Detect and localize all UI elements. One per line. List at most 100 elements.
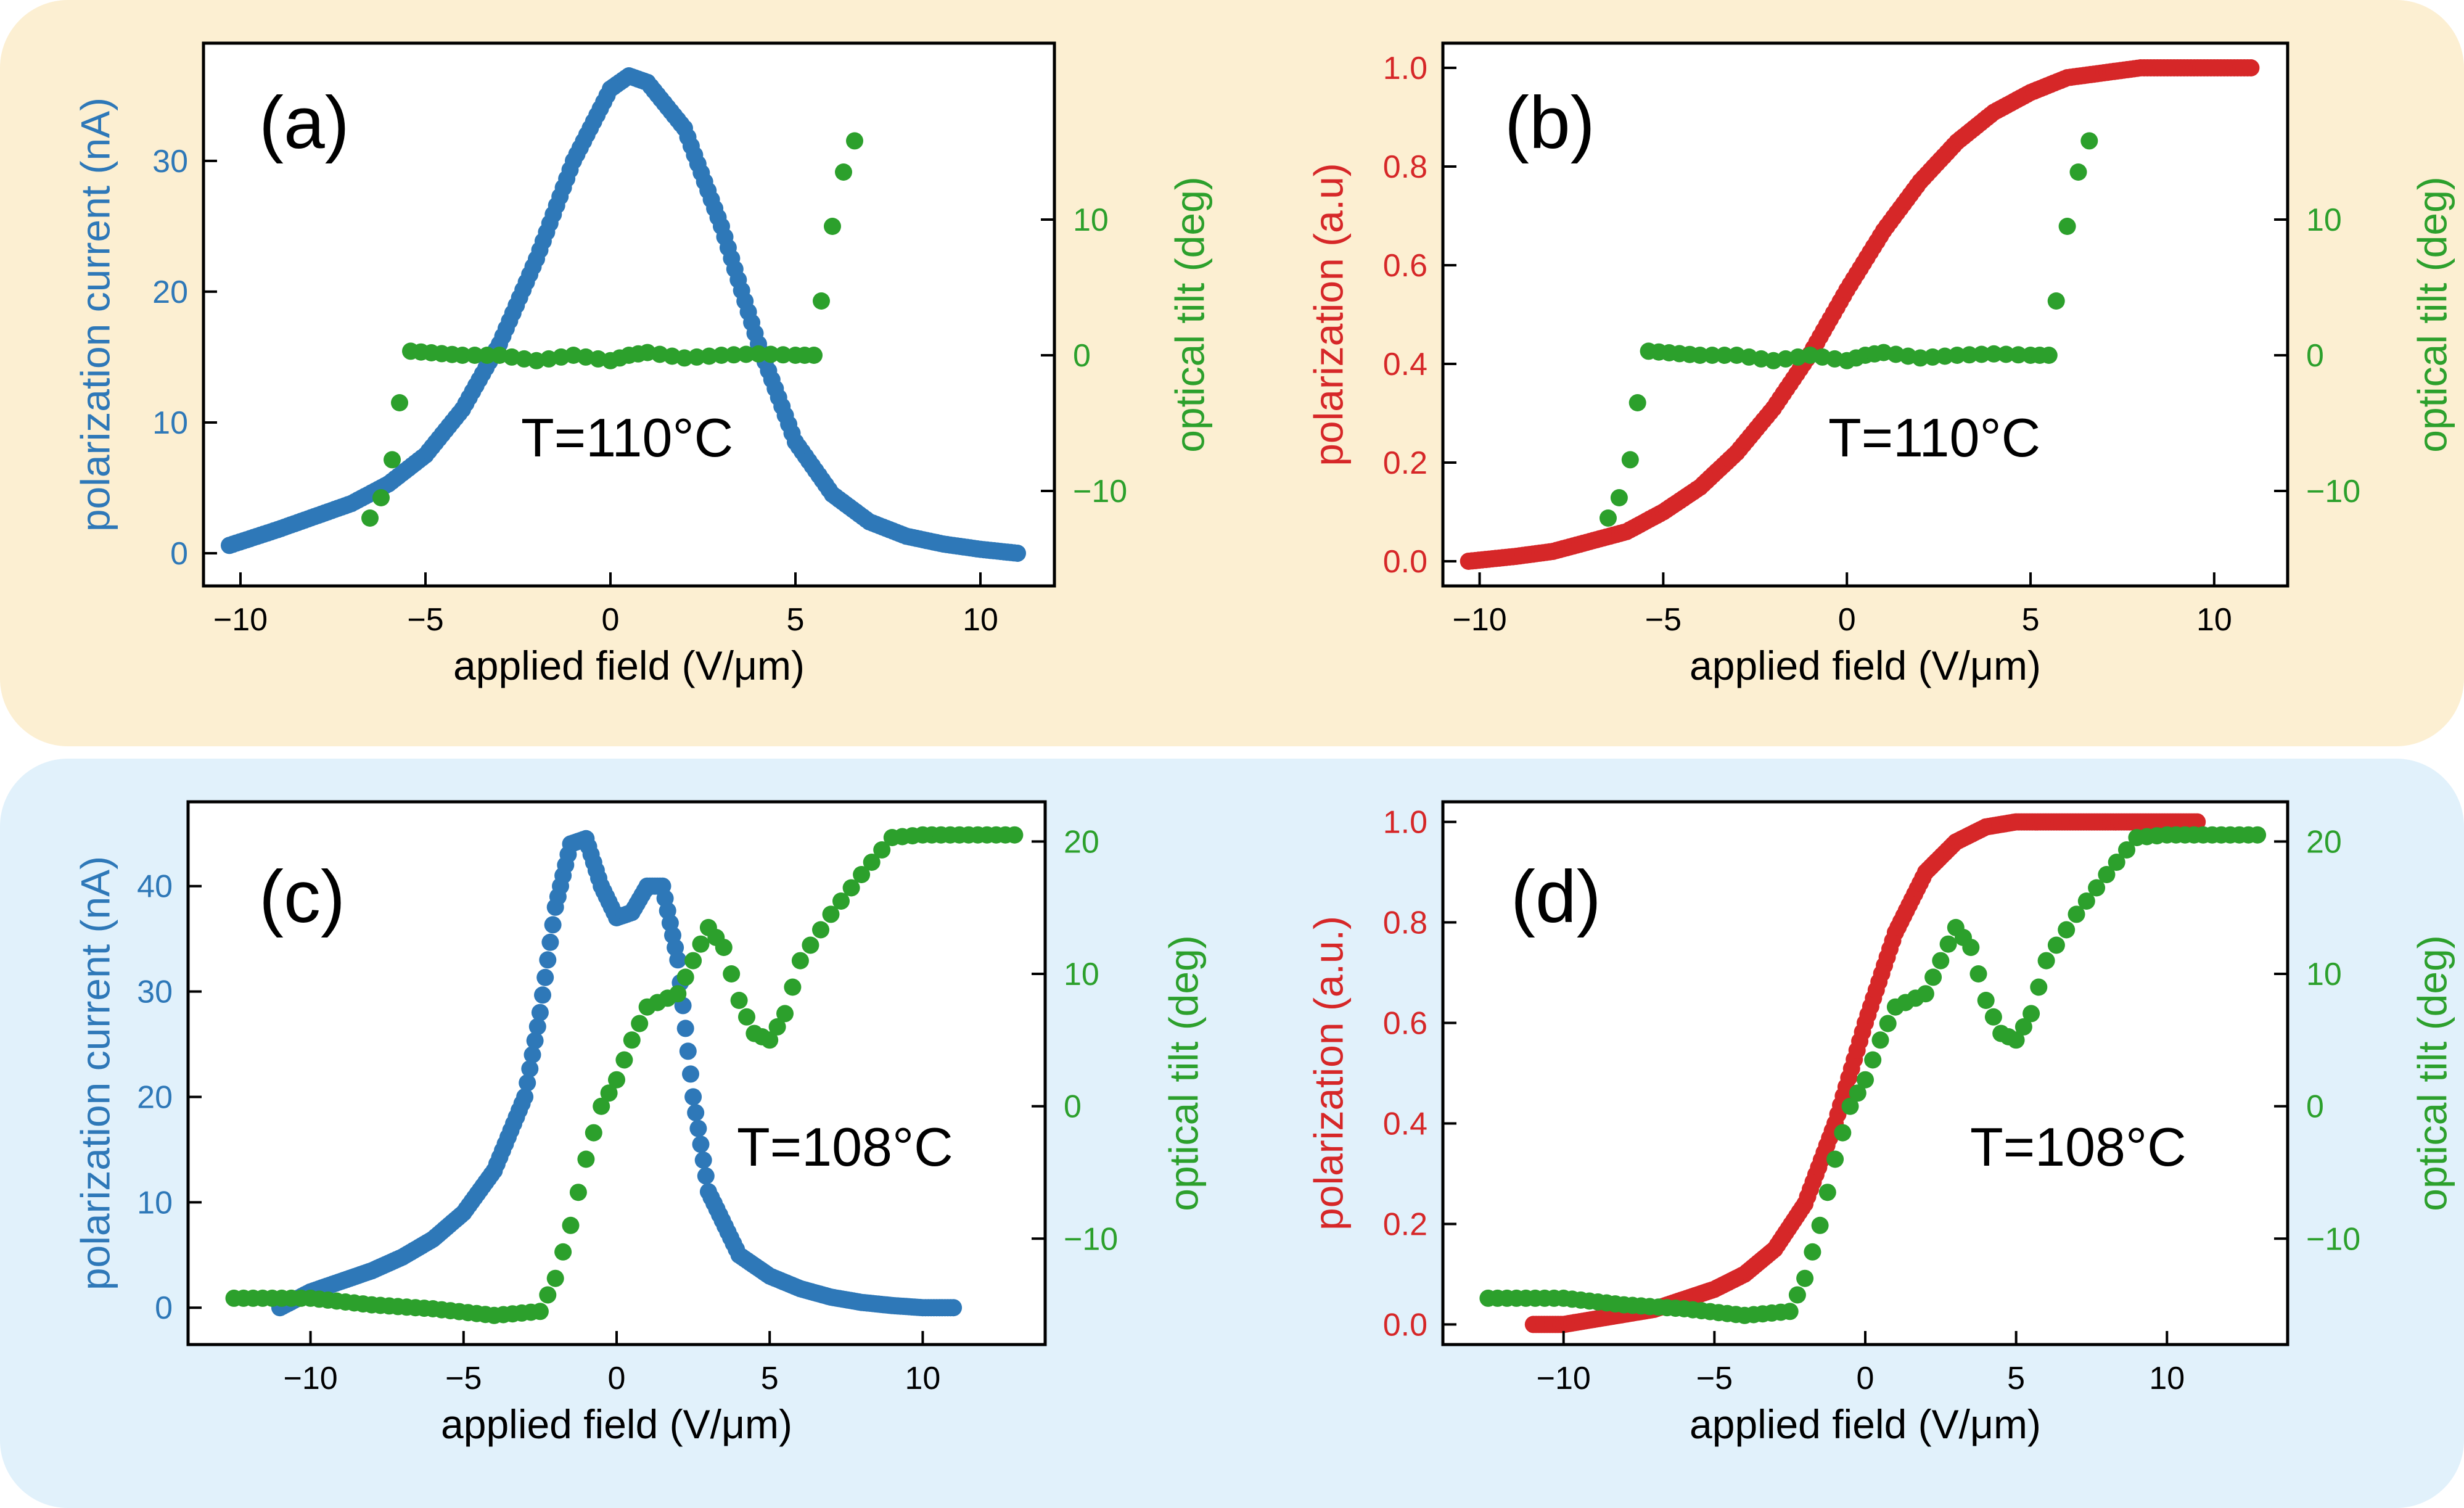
x-tick-label: −10	[283, 1361, 337, 1396]
data-point	[842, 879, 860, 897]
data-point	[1691, 347, 1709, 364]
data-point	[1006, 826, 1024, 844]
x-tick-label: 5	[2022, 602, 2040, 638]
data-point	[2242, 59, 2260, 76]
data-point	[2080, 132, 2098, 150]
data-point	[1962, 939, 1980, 957]
data-point	[1948, 347, 1966, 364]
data-point	[1916, 985, 1934, 1003]
x-tick-label: 10	[2149, 1361, 2185, 1396]
data-point	[805, 347, 823, 364]
panel-label: (a)	[259, 81, 350, 164]
chart-a: −10 −5 0 5 10 0 10 20 30 −10 0 10 applied field (V/μ…	[72, 41, 1212, 688]
y-tick-label: 30	[137, 974, 173, 1010]
data-point	[1973, 345, 1990, 363]
x-tick-label: −5	[1696, 1361, 1733, 1396]
data-point	[536, 968, 554, 986]
data-point	[1849, 1084, 1866, 1102]
temperature-annotation: T=108°C	[737, 1116, 953, 1177]
data-point	[713, 347, 730, 364]
plot-frame	[202, 41, 1056, 588]
x-tick-label: −5	[445, 1361, 482, 1396]
data-point	[1628, 394, 1646, 411]
data-point	[539, 1286, 557, 1304]
series-primary	[271, 830, 963, 1317]
y-tick-label: 0	[170, 536, 188, 572]
data-point	[737, 345, 755, 363]
data-point	[723, 965, 741, 983]
temperature-annotation: T=110°C	[1828, 407, 2040, 468]
chart-c: −10 −5 0 5 10 0 10 20 30 40 −10 0 10 20 applied field …	[72, 800, 1206, 1447]
y2-axis-label: optical tilt (deg)	[1160, 935, 1206, 1211]
data-point	[593, 1097, 610, 1115]
data-point	[1924, 968, 1942, 986]
data-point	[531, 1303, 549, 1321]
data-point	[546, 1269, 564, 1287]
y-tick-label: 10	[137, 1185, 173, 1221]
data-point	[544, 916, 562, 934]
data-point	[824, 218, 841, 235]
data-point	[768, 1018, 786, 1036]
data-point	[454, 347, 471, 364]
data-point	[562, 1216, 580, 1234]
charts-layer: −10 −5 0 5 10 0 10 20 30 −10 0 10 applied field (V/μ…	[72, 41, 2455, 1447]
data-point	[2040, 347, 2058, 364]
data-point	[372, 489, 390, 506]
x-tick-label: −10	[213, 602, 268, 638]
x-tick-label: 10	[963, 602, 998, 638]
data-point	[679, 1042, 697, 1060]
data-point	[1600, 509, 1617, 527]
data-point	[2047, 936, 2065, 954]
data-point	[2058, 218, 2076, 235]
data-point	[822, 905, 840, 923]
y-tick-label: 0	[155, 1290, 173, 1326]
data-point	[1610, 489, 1628, 506]
data-point	[1788, 1286, 1806, 1304]
data-point	[1864, 1051, 1882, 1069]
panel-label: (c)	[259, 855, 345, 938]
data-point	[1985, 345, 2003, 363]
data-point	[684, 952, 702, 970]
x-axis-label: applied field (V/μm)	[1690, 643, 2041, 688]
data-point	[1811, 1216, 1829, 1234]
data-point	[1969, 965, 1987, 983]
y-tick-label: 0.6	[1383, 248, 1427, 284]
data-layer	[1479, 813, 2267, 1333]
data-point	[569, 1184, 587, 1201]
data-point	[521, 1060, 539, 1077]
y2-tick-label: 0	[1064, 1089, 1082, 1125]
data-point	[585, 1124, 602, 1142]
x-tick-label: 5	[787, 602, 805, 638]
y-axis-label: polarization current (nA)	[72, 97, 118, 532]
data-point	[1009, 545, 1026, 562]
data-point	[577, 1150, 595, 1168]
data-point	[676, 1020, 694, 1037]
data-point	[2249, 826, 2267, 844]
y-tick-label: 0.4	[1383, 347, 1427, 382]
data-point	[1977, 992, 1995, 1009]
data-point	[2088, 879, 2106, 897]
chart-d: −10 −5 0 5 10 0.0 0.2 0.4 0.6 0.8 1.0 −10 0 10 20 appli…	[1305, 800, 2455, 1447]
data-point	[531, 1003, 549, 1021]
data-point	[2037, 952, 2055, 970]
data-point	[813, 292, 830, 310]
data-point	[526, 1032, 544, 1050]
y-tick-label: 40	[137, 869, 173, 905]
y-tick-label: 0.8	[1383, 149, 1427, 185]
data-point	[361, 509, 379, 527]
data-point	[1879, 1015, 1897, 1032]
data-point	[1912, 349, 1929, 367]
y2-axis-label: optical tilt (deg)	[2409, 176, 2455, 453]
data-point	[1932, 952, 1950, 970]
y-tick-label: 10	[152, 405, 188, 441]
data-point	[528, 1018, 546, 1036]
series-optical-tilt	[361, 132, 863, 527]
y-tick-label: 1.0	[1383, 805, 1427, 841]
data-point	[534, 986, 551, 1004]
y-tick-label: 20	[137, 1079, 173, 1115]
y2-tick-label: −10	[2306, 474, 2360, 509]
data-point	[1834, 1124, 1852, 1142]
y2-tick-label: 10	[2306, 202, 2342, 238]
y2-axis-label: optical tilt (deg)	[1167, 176, 1212, 453]
